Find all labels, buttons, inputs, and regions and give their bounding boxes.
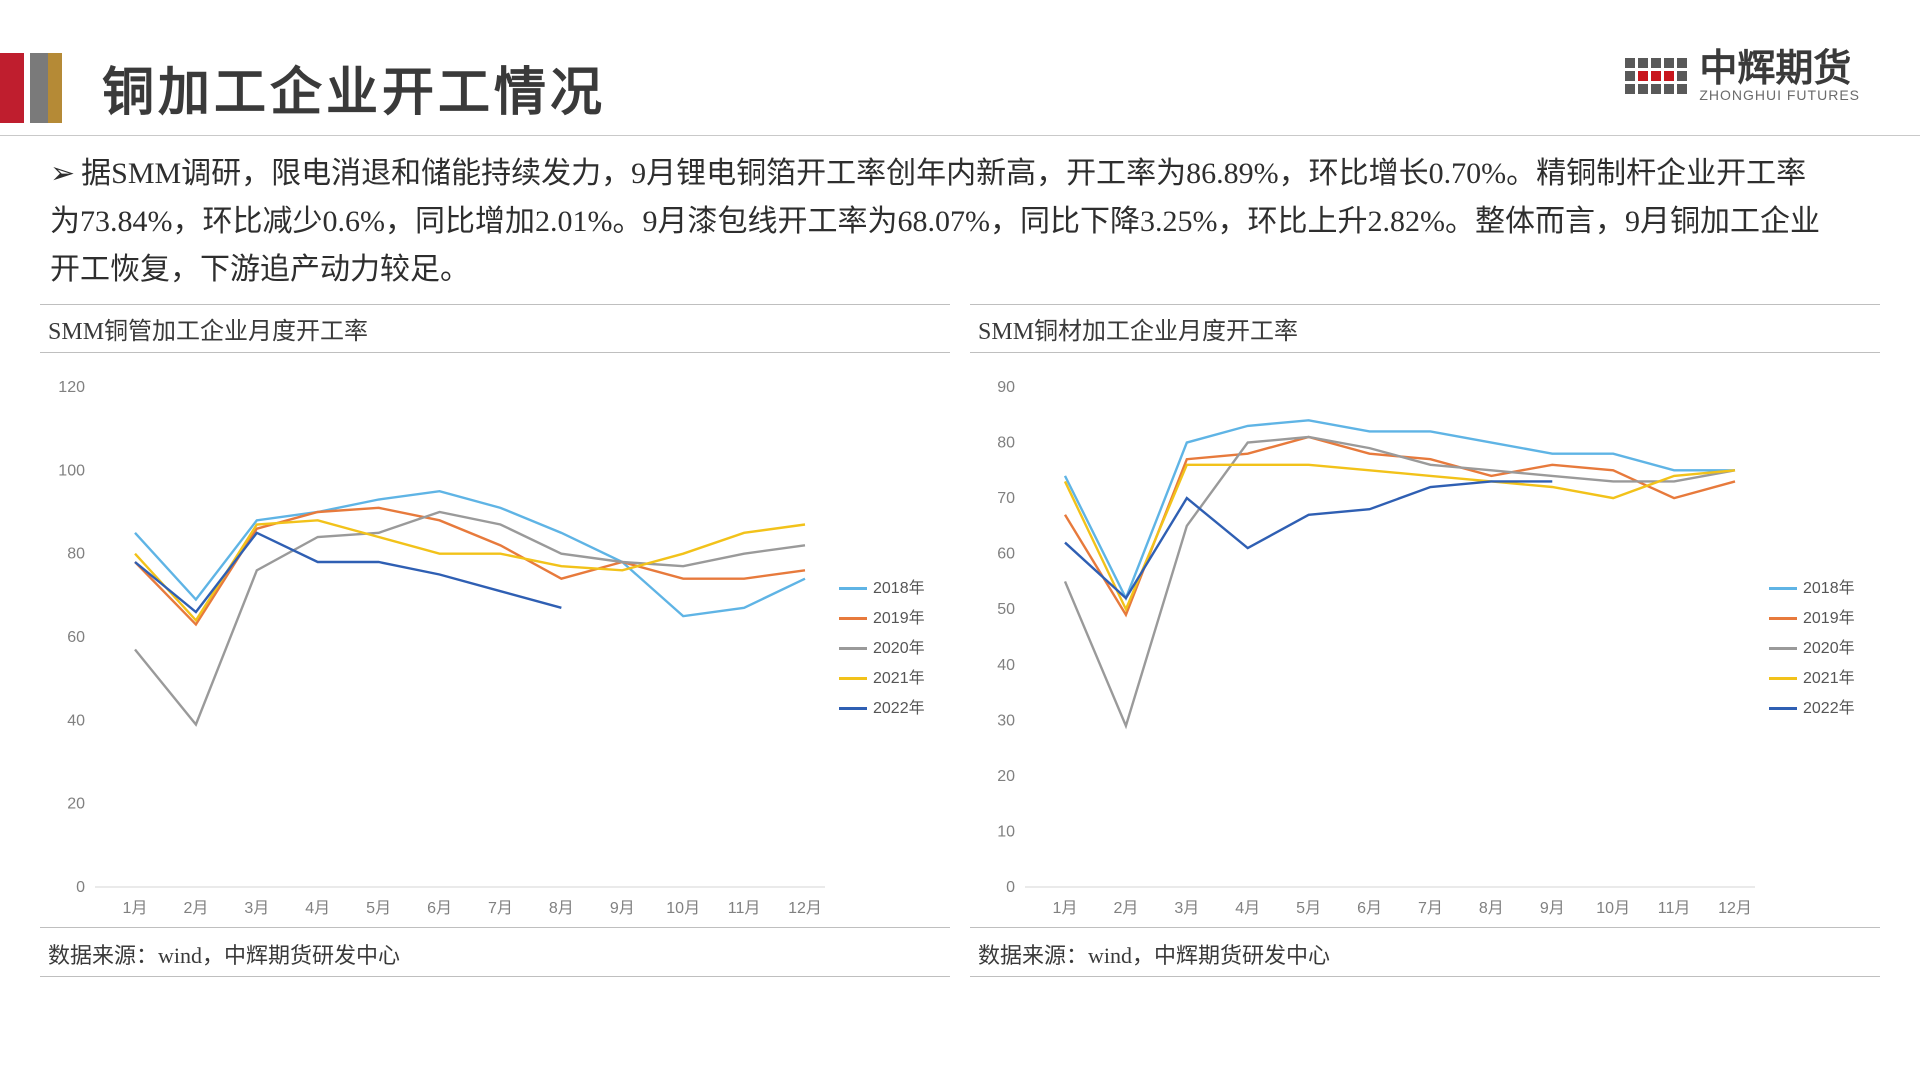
svg-text:11月: 11月 bbox=[1658, 900, 1691, 917]
logo-en: ZHONGHUI FUTURES bbox=[1699, 88, 1860, 102]
svg-text:2020年: 2020年 bbox=[1803, 639, 1855, 657]
summary-body: 据SMM调研，限电消退和储能持续发力，9月锂电铜箔开工率创年内新高，开工率为86… bbox=[50, 157, 1820, 286]
accent-bar bbox=[30, 53, 48, 123]
svg-text:90: 90 bbox=[997, 379, 1015, 396]
svg-text:5月: 5月 bbox=[1296, 900, 1321, 917]
svg-text:20: 20 bbox=[67, 796, 85, 813]
svg-text:1月: 1月 bbox=[1053, 900, 1078, 917]
chart-plot: 0 20 40 60 80 100 120 1月 2月 3月 4月 5月 6月 7月 8月 9月 10月 11月 1… bbox=[40, 353, 950, 927]
svg-text:70: 70 bbox=[997, 490, 1015, 507]
svg-text:0: 0 bbox=[1006, 879, 1015, 896]
svg-text:2018年: 2018年 bbox=[1803, 579, 1855, 597]
svg-text:2021年: 2021年 bbox=[1803, 669, 1855, 687]
logo-cn: 中辉期货 bbox=[1699, 50, 1860, 88]
svg-text:9月: 9月 bbox=[610, 900, 635, 917]
svg-text:11月: 11月 bbox=[728, 900, 761, 917]
svg-text:4月: 4月 bbox=[1235, 900, 1260, 917]
svg-text:12月: 12月 bbox=[788, 900, 822, 917]
svg-text:8月: 8月 bbox=[1479, 900, 1504, 917]
charts-row: SMM铜管加工企业月度开工率 0204060801001201月2月3月4月5月… bbox=[0, 304, 1920, 977]
logo: 中辉期货 ZHONGHUI FUTURES bbox=[1625, 50, 1860, 102]
logo-text: 中辉期货 ZHONGHUI FUTURES bbox=[1699, 50, 1860, 102]
svg-text:7月: 7月 bbox=[1418, 900, 1443, 917]
svg-text:60: 60 bbox=[997, 546, 1015, 563]
svg-text:3月: 3月 bbox=[244, 900, 269, 917]
svg-text:2019年: 2019年 bbox=[1803, 609, 1855, 627]
svg-text:40: 40 bbox=[67, 712, 85, 729]
bullet-icon: ➢ bbox=[50, 157, 75, 190]
header: 铜加工企业开工情况 中辉期货 ZHONGHUI FUTURES bbox=[0, 0, 1920, 135]
svg-text:30: 30 bbox=[997, 712, 1015, 729]
summary-text: ➢据SMM调研，限电消退和储能持续发力，9月锂电铜箔开工率创年内新高，开工率为8… bbox=[0, 150, 1920, 304]
svg-text:2月: 2月 bbox=[183, 900, 208, 917]
svg-text:2018年: 2018年 bbox=[873, 579, 925, 597]
svg-text:60: 60 bbox=[67, 629, 85, 646]
chart-plot: 0 10 20 30 40 50 60 70 80 90 1月 2月 3月 4月 5月 6月 7月 8月 9月 10月… bbox=[970, 353, 1880, 927]
svg-text:4月: 4月 bbox=[305, 900, 330, 917]
chart-title: SMM铜管加工企业月度开工率 bbox=[40, 304, 950, 353]
accent-bar bbox=[0, 53, 24, 123]
chart-title: SMM铜材加工企业月度开工率 bbox=[970, 304, 1880, 353]
svg-text:80: 80 bbox=[997, 435, 1015, 452]
svg-text:50: 50 bbox=[997, 601, 1015, 618]
svg-text:80: 80 bbox=[67, 546, 85, 563]
svg-text:5月: 5月 bbox=[366, 900, 391, 917]
accent-bars bbox=[0, 53, 62, 123]
logo-icon bbox=[1625, 58, 1687, 94]
svg-text:2021年: 2021年 bbox=[873, 669, 925, 687]
svg-text:10: 10 bbox=[997, 823, 1015, 840]
title-block: 铜加工企业开工情况 bbox=[0, 50, 606, 125]
svg-text:120: 120 bbox=[58, 379, 85, 396]
chart-right: SMM铜材加工企业月度开工率 0 10 20 30 40 50 60 70 80 90 1月 2月 3月… bbox=[970, 304, 1880, 977]
svg-text:6月: 6月 bbox=[1357, 900, 1382, 917]
svg-text:12月: 12月 bbox=[1718, 900, 1752, 917]
svg-text:9月: 9月 bbox=[1540, 900, 1565, 917]
svg-text:2月: 2月 bbox=[1113, 900, 1138, 917]
svg-text:40: 40 bbox=[997, 657, 1015, 674]
chart-left: SMM铜管加工企业月度开工率 0 20 40 60 80 100 120 1月 2月 3月 4月 5月… bbox=[40, 304, 950, 977]
svg-text:7月: 7月 bbox=[488, 900, 513, 917]
svg-text:2022年: 2022年 bbox=[873, 699, 925, 717]
svg-text:6月: 6月 bbox=[427, 900, 452, 917]
divider bbox=[0, 135, 1920, 136]
svg-text:100: 100 bbox=[58, 462, 85, 479]
svg-text:3月: 3月 bbox=[1174, 900, 1199, 917]
svg-text:20: 20 bbox=[997, 768, 1015, 785]
chart-source: 数据来源：wind，中辉期货研发中心 bbox=[40, 927, 950, 977]
svg-text:10月: 10月 bbox=[666, 900, 700, 917]
svg-text:8月: 8月 bbox=[549, 900, 574, 917]
page-title: 铜加工企业开工情况 bbox=[102, 50, 606, 125]
svg-text:2022年: 2022年 bbox=[1803, 699, 1855, 717]
svg-text:0: 0 bbox=[76, 879, 85, 896]
svg-text:10月: 10月 bbox=[1596, 900, 1630, 917]
svg-text:2019年: 2019年 bbox=[873, 609, 925, 627]
chart-source: 数据来源：wind，中辉期货研发中心 bbox=[970, 927, 1880, 977]
svg-text:2020年: 2020年 bbox=[873, 639, 925, 657]
svg-text:1月: 1月 bbox=[123, 900, 148, 917]
accent-bar bbox=[48, 53, 62, 123]
